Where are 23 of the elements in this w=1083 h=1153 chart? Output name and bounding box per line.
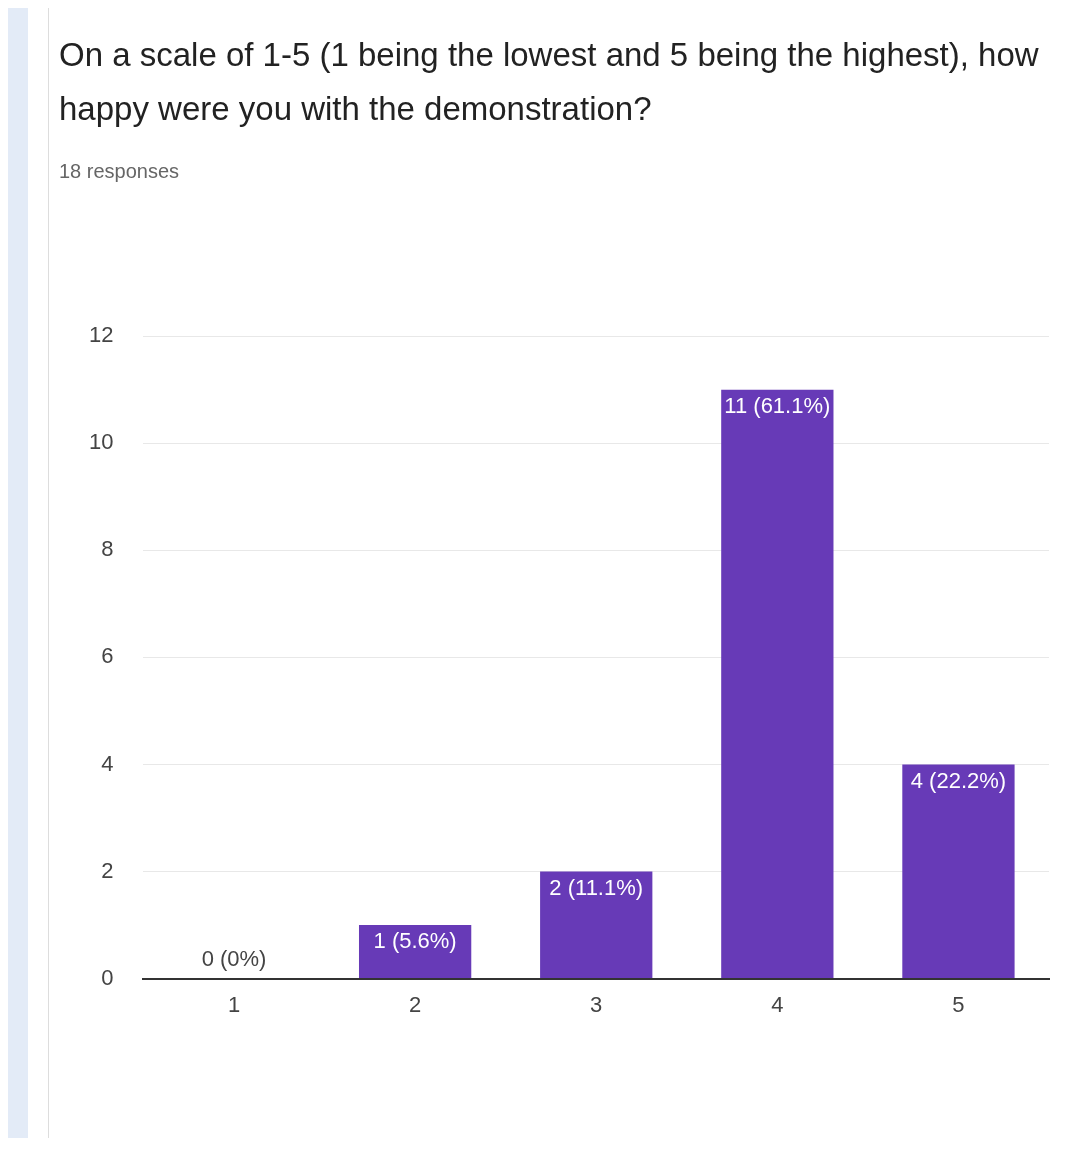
x-tick-label: 4 [771,991,784,1017]
x-tick-label: 1 [227,991,241,1017]
bar [721,389,834,979]
y-tick-label: 12 [88,322,114,348]
y-tick-label: 0 [101,964,114,990]
data-label: 1 (5.6%) [373,928,457,954]
data-label: 0 (0%) [201,945,267,971]
bar [358,925,472,979]
x-tick-label: 3 [590,991,603,1017]
y-tick-label: 2 [101,857,114,883]
data-label: 4 (22.2%) [910,767,1007,793]
x-tick-label: 2 [409,991,422,1017]
y-tick-label: 8 [101,536,114,562]
y-tick-label: 4 [101,750,114,776]
chart-title: On a scale of 1-5 (1 being the lowest and 5 being the highest), how happy were you with the demonstration? [59,35,1040,129]
data-label: 2 (11.1%) [549,874,644,900]
bar [902,764,1015,979]
y-tick-label: 10 [88,429,114,455]
bar [540,871,653,979]
y-tick-label: 6 [101,643,114,669]
x-tick-label: 5 [952,991,965,1017]
data-label: 11 (61.1%) [724,392,831,418]
chart-subtitle: 18 responses [59,160,181,183]
